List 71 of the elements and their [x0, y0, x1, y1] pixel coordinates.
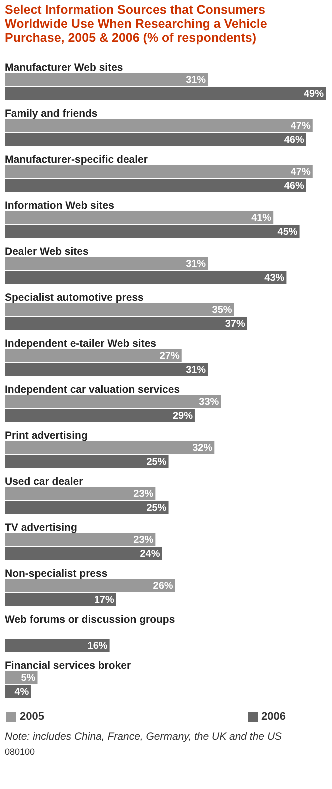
bar	[5, 133, 306, 146]
data-label: 31%	[186, 259, 206, 270]
data-label: 43%	[264, 273, 285, 284]
y-tick-label: Used car dealer	[5, 476, 84, 488]
bar	[5, 73, 208, 86]
y-tick-label: Specialist automotive press	[5, 292, 144, 304]
y-tick-label: Family and friends	[5, 108, 98, 120]
bar	[5, 349, 182, 362]
bar	[5, 363, 208, 376]
data-label: 47%	[290, 167, 312, 178]
y-tick-label: Manufacturer-specific dealer	[5, 154, 148, 166]
data-label: 47%	[290, 121, 312, 132]
data-label: 16%	[88, 641, 108, 652]
chart-title: Select Information Sources that Consumers Worldwide Use When Researching a Vehicle Purchase, 2005 & 2006 (% of respondents)	[4, 2, 268, 47]
legend-label: 2006	[260, 711, 286, 723]
data-label: 23%	[134, 535, 154, 546]
data-label: 27%	[160, 351, 180, 362]
data-label: 35%	[212, 305, 232, 316]
bar	[5, 593, 116, 606]
bar	[5, 271, 287, 284]
y-tick-label: Financial services broker	[5, 660, 132, 672]
bar	[5, 225, 300, 238]
bar	[5, 579, 176, 592]
y-tick-label: Manufacturer Web sites	[5, 62, 124, 74]
legend-label: 2005	[19, 711, 44, 723]
bar	[5, 501, 169, 514]
data-label: 5%	[21, 673, 36, 684]
bar	[5, 455, 169, 468]
bar	[5, 257, 208, 270]
data-label: 25%	[146, 503, 167, 514]
data-label: 45%	[278, 227, 298, 238]
bar	[5, 119, 313, 132]
bar	[5, 409, 195, 422]
bar	[5, 211, 274, 224]
y-tick-label: Print advertising	[5, 430, 88, 442]
data-label: 46%	[284, 181, 304, 192]
y-tick-label: Independent car valuation services	[5, 384, 180, 396]
bar	[5, 317, 248, 330]
y-tick-label: Information Web sites	[5, 200, 114, 212]
data-label: 23%	[134, 489, 154, 500]
bar	[5, 165, 313, 178]
text: Note: includes China, France, Germany, the UK and the US	[5, 731, 284, 743]
data-label: 4%	[14, 687, 30, 698]
y-tick-label: Dealer Web sites	[5, 246, 89, 258]
data-label: 32%	[192, 443, 213, 454]
y-tick-label: TV advertising	[5, 522, 78, 534]
data-label: 31%	[186, 75, 206, 86]
bar	[5, 87, 326, 100]
bar	[5, 395, 222, 408]
data-label: 24%	[140, 549, 160, 560]
bar	[5, 639, 110, 652]
y-tick-label: Non-specialist press	[5, 568, 108, 580]
y-tick-label: Web forums or discussion groups	[5, 614, 176, 626]
data-label: 17%	[94, 595, 114, 606]
bar	[5, 533, 156, 546]
bar	[5, 441, 215, 454]
data-label: 33%	[199, 397, 220, 408]
data-label: 49%	[304, 89, 324, 100]
bar	[5, 487, 156, 500]
data-label: 25%	[146, 457, 167, 468]
data-label: 29%	[172, 411, 194, 422]
data-label: 37%	[225, 319, 246, 330]
data-label: 46%	[284, 135, 304, 146]
bar	[5, 179, 306, 192]
bar	[5, 303, 234, 316]
text: 080100	[5, 747, 36, 757]
y-tick-label: Independent e-tailer Web sites	[5, 338, 157, 350]
data-label: 26%	[153, 581, 174, 592]
data-label: 41%	[252, 213, 272, 224]
bar	[5, 547, 162, 560]
data-label: 31%	[186, 365, 206, 376]
